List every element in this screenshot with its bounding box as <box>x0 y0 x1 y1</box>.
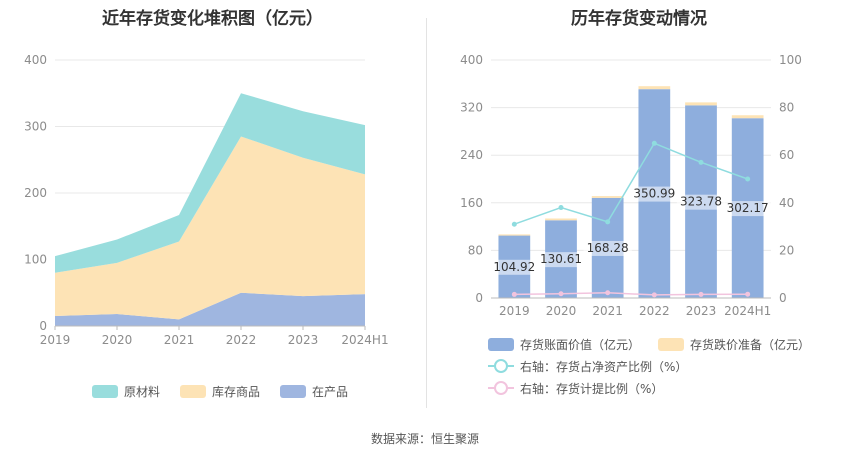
x-tick-label: 2023 <box>686 304 717 318</box>
bar-存货跌价准备（亿元） <box>685 102 717 106</box>
legend-swatch <box>92 384 118 398</box>
line-右轴：存货占净资产比例（%） <box>514 142 748 225</box>
y2-tick-label: 80 <box>779 101 794 115</box>
y-tick-label: 0 <box>475 291 483 305</box>
bar-存货跌价准备（亿元） <box>731 115 764 119</box>
legend-label: 存货账面价值（亿元） <box>520 337 641 352</box>
bar-存货跌价准备（亿元） <box>545 218 577 221</box>
data-label: 168.28 <box>587 241 629 255</box>
chart-title-left: 近年存货变化堆积图（亿元） <box>102 9 323 29</box>
y-tick-label: 400 <box>24 53 47 67</box>
point-右轴：存货计提比例（%） <box>511 291 517 297</box>
y-tick-label: 160 <box>460 196 483 210</box>
legend-item: 在产品 <box>280 380 348 402</box>
stacked-area-chart-panel: 近年存货变化堆积图（亿元） 0 100 200 300 400 2019 2020 2021 2… <box>0 0 425 420</box>
data-label-bg <box>723 201 772 217</box>
data-label: 350.99 <box>633 187 675 201</box>
bar-存货跌价准备（亿元） <box>591 196 624 198</box>
x-tick-label: 2024H1 <box>341 333 388 347</box>
x-tick-label: 2023 <box>288 333 319 347</box>
panel-divider <box>426 18 427 408</box>
legend-item: 存货账面价值（亿元） 存货跌价准备（亿元） <box>488 333 810 355</box>
point-右轴：存货计提比例（%） <box>558 291 564 297</box>
legend-right: 存货账面价值（亿元） 存货跌价准备（亿元） 右轴：存货占净资产比例（%） 右轴：存货计… <box>488 333 810 399</box>
data-label-bg <box>676 194 726 210</box>
x-tick-label: 2020 <box>102 333 133 347</box>
area-原材料 <box>55 93 365 273</box>
bar-存货跌价准备（亿元） <box>498 234 531 236</box>
data-label: 104.92 <box>493 260 535 274</box>
line-右轴：存货计提比例（%） <box>514 292 748 296</box>
data-label-bg <box>583 240 632 256</box>
legend-label: 在产品 <box>312 384 349 399</box>
legend-line-marker <box>488 381 514 395</box>
data-label: 323.78 <box>680 195 722 209</box>
legend-swatch <box>180 384 207 398</box>
legend-label: 右轴：存货计提比例（%） <box>520 381 664 396</box>
bar-line-chart: 0 80 160 240 320 400 0 20 40 60 80 100 104.92 130.61 1… <box>460 53 802 318</box>
data-source: 数据来源：恒生聚源 <box>370 432 479 446</box>
data-label-bg <box>490 259 539 275</box>
point-右轴：存货占净资产比例（%） <box>605 219 611 225</box>
legend-line-marker <box>488 359 514 373</box>
y-tick-label: 400 <box>460 53 483 67</box>
chart-title-right: 历年存货变动情况 <box>571 9 707 29</box>
data-label-bg <box>536 252 586 268</box>
legend-label: 存货跌价准备（亿元） <box>690 337 811 352</box>
y2-tick-label: 40 <box>779 196 794 210</box>
legend-label: 库存商品 <box>212 384 261 399</box>
point-右轴：存货占净资产比例（%） <box>651 140 657 146</box>
legend-label: 右轴：存货占净资产比例（%） <box>520 359 688 374</box>
point-右轴：存货计提比例（%） <box>745 291 751 297</box>
bar-存货跌价准备（亿元） <box>638 86 671 90</box>
point-右轴：存货计提比例（%） <box>698 291 704 297</box>
y-tick-label: 200 <box>24 186 47 200</box>
y-tick-label: 0 <box>39 319 47 333</box>
area-在产品 <box>55 292 365 326</box>
legend-label: 原材料 <box>124 384 161 399</box>
y-tick-label: 240 <box>460 148 483 162</box>
point-右轴：存货占净资产比例（%） <box>511 221 517 227</box>
data-label: 130.61 <box>540 252 582 266</box>
x-tick-label: 2024H1 <box>724 304 771 318</box>
legend-item: 右轴：存货计提比例（%） <box>488 377 810 399</box>
legend-swatch <box>488 337 514 351</box>
legend-item: 原材料 <box>92 380 160 402</box>
y-tick-label: 80 <box>468 243 483 257</box>
point-右轴：存货计提比例（%） <box>651 292 657 298</box>
y-tick-label: 320 <box>460 101 483 115</box>
stacked-area-chart: 0 100 200 300 400 2019 2020 2021 2022 2023 2024H1 <box>24 53 389 347</box>
y2-tick-label: 100 <box>779 53 802 67</box>
y2-tick-label: 0 <box>779 291 787 305</box>
point-右轴：存货占净资产比例（%） <box>745 176 751 182</box>
legend-swatch <box>280 384 307 398</box>
point-右轴：存货计提比例（%） <box>605 290 611 296</box>
area-库存商品 <box>55 136 365 320</box>
legend-item: 右轴：存货占净资产比例（%） <box>488 355 810 377</box>
x-tick-label: 2022 <box>639 304 670 318</box>
y-tick-label: 300 <box>24 120 47 134</box>
legend-left: 原材料 库存商品 在产品 <box>92 380 348 402</box>
bar-line-chart-panel: 历年存货变动情况 0 80 160 240 320 400 0 20 40 60 80 100 104.… <box>428 0 850 420</box>
data-label-bg <box>630 186 679 202</box>
point-右轴：存货占净资产比例（%） <box>558 205 564 211</box>
x-tick-label: 2022 <box>226 333 257 347</box>
y-tick-label: 100 <box>24 253 47 267</box>
x-tick-label: 2020 <box>546 304 577 318</box>
x-tick-label: 2019 <box>40 333 71 347</box>
data-label: 302.17 <box>727 201 769 215</box>
legend-swatch <box>658 337 685 351</box>
point-右轴：存货占净资产比例（%） <box>698 159 704 165</box>
x-tick-label: 2019 <box>499 304 530 318</box>
legend-item: 库存商品 <box>180 380 260 402</box>
x-tick-label: 2021 <box>592 304 623 318</box>
y2-tick-label: 20 <box>779 243 794 257</box>
x-tick-label: 2021 <box>164 333 195 347</box>
y2-tick-label: 60 <box>779 148 794 162</box>
